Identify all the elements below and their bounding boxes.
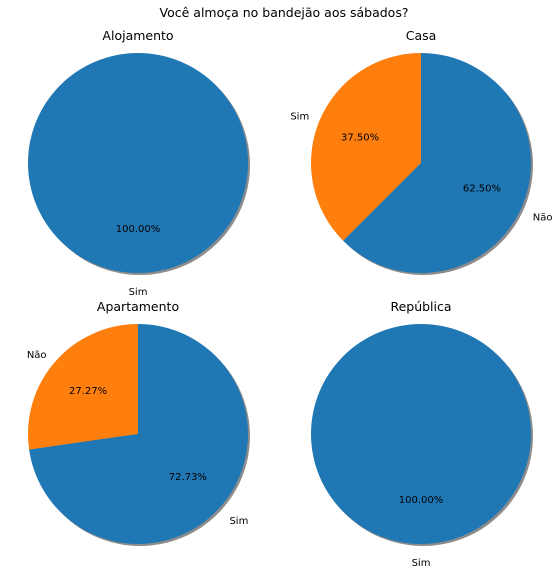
- pie-slice-label: Sim: [290, 112, 309, 123]
- pie-pct-label: 72.73%: [169, 472, 207, 483]
- pie-pct-label: 27.27%: [69, 386, 107, 397]
- pie-panel-2: Casa Sim 37.50% Não 62.50%: [290, 28, 553, 275]
- pie-pct-label: 37.50%: [341, 133, 379, 144]
- pie-slice: [27, 324, 139, 450]
- figure-suptitle: Você almoça no bandejão aos sábados?: [160, 5, 409, 20]
- pie-slice-label: Sim: [129, 287, 148, 298]
- pie-title: Casa: [406, 28, 437, 43]
- pie-slice-label: Não: [27, 350, 47, 361]
- pie-slice: [343, 53, 531, 273]
- pie-pct-label: 100.00%: [399, 495, 444, 506]
- pie-pct-label: 100.00%: [116, 224, 161, 235]
- pie-slice: [311, 324, 531, 544]
- pie-slice: [29, 324, 249, 544]
- pie-slice: [28, 53, 248, 273]
- pie-title: Alojamento: [102, 28, 173, 43]
- pie-slice-label: Sim: [229, 516, 248, 527]
- pie-slice-label: Sim: [412, 558, 431, 568]
- pie-panel-4: República Sim 100.00%: [311, 299, 533, 568]
- pie-panel-3: Apartamento Não 27.27% Sim 72.73%: [27, 299, 250, 546]
- pie-slice-label: Não: [533, 212, 553, 223]
- pie-panel-1: Alojamento Sim 100.00%: [28, 28, 250, 298]
- pie-title: República: [390, 299, 451, 314]
- pie-title: Apartamento: [97, 299, 179, 314]
- pie-slice: [311, 53, 421, 241]
- pie-pct-label: 62.50%: [463, 183, 501, 194]
- pie-panels: Alojamento Sim 100.00% Casa Sim 37.50% Não 62.5…: [27, 28, 553, 568]
